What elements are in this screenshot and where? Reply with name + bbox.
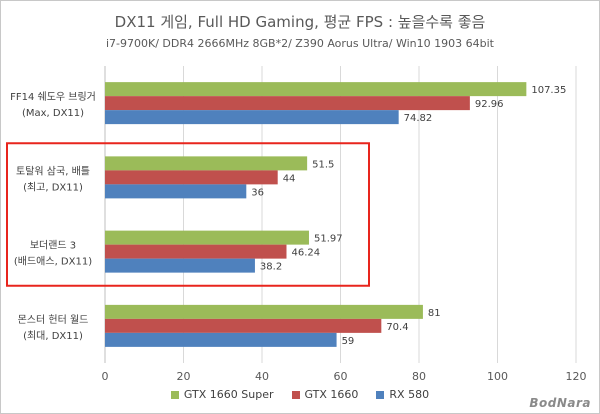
bar: [105, 96, 470, 111]
x-tick-label: 20: [177, 370, 191, 383]
category-sublabel: (최대, DX11): [23, 330, 83, 342]
category-sublabel: (최고, DX11): [23, 181, 83, 193]
bar: [105, 170, 278, 185]
legend-item-gtx1660super: GTX 1660 Super: [170, 388, 274, 401]
bar-value-label: 70.4: [386, 322, 408, 333]
bar: [105, 332, 337, 347]
bar: [105, 258, 255, 273]
bar-value-label: 51.5: [312, 159, 334, 170]
legend-swatch: [291, 390, 300, 399]
bar-value-label: 44: [283, 173, 296, 184]
legend-label: RX 580: [389, 388, 430, 401]
bar-value-label: 59: [342, 336, 355, 347]
bar: [105, 318, 382, 333]
chart-title: DX11 게임, Full HD Gaming, 평균 FPS : 높을수록 좋…: [114, 13, 486, 31]
category-sublabel: (배드애스, DX11): [14, 256, 92, 268]
bar: [105, 184, 247, 199]
legend-swatch: [376, 390, 385, 399]
bar-value-label: 46.24: [291, 248, 320, 259]
category-label: FF14 쉐도우 브링거: [10, 91, 96, 103]
legend: GTX 1660 Super GTX 1660 RX 580: [1, 388, 599, 401]
legend-label: GTX 1660 Super: [183, 388, 274, 401]
x-tick-label: 60: [334, 370, 348, 383]
bar-value-label: 36: [251, 187, 264, 198]
bar-value-label: 81: [428, 308, 441, 319]
x-tick-label: 100: [487, 370, 508, 383]
legend-item-gtx1660: GTX 1660: [291, 388, 359, 401]
bar: [105, 304, 423, 319]
chart-subtitle: i7-9700K/ DDR4 2666MHz 8GB*2/ Z390 Aorus…: [105, 37, 494, 50]
bar-value-label: 51.97: [314, 234, 343, 245]
bar-value-label: 92.96: [475, 99, 504, 110]
highlight-box: [6, 142, 370, 287]
bar: [105, 82, 527, 97]
category-sublabel: (Max, DX11): [22, 108, 84, 119]
legend-item-rx580: RX 580: [376, 388, 429, 401]
x-tick-label: 120: [566, 370, 587, 383]
bar: [105, 156, 308, 171]
category-label: 보더랜드 3: [30, 240, 76, 252]
category-label: 몬스터 헌터 월드: [18, 314, 89, 326]
x-tick-label: 40: [255, 370, 269, 383]
bar-value-label: 74.82: [404, 113, 433, 124]
bar-value-label: 107.35: [531, 85, 566, 96]
bar: [105, 110, 399, 125]
bar: [105, 230, 309, 245]
bar: [105, 244, 287, 259]
bodnara-logo: BodNara: [529, 396, 591, 410]
bar-value-label: 38.2: [260, 262, 282, 273]
category-label: 토탈워 삼국, 배틀: [16, 164, 90, 177]
x-tick-label: 0: [102, 370, 109, 383]
legend-label: GTX 1660: [304, 388, 359, 401]
legend-swatch: [170, 390, 179, 399]
x-tick-label: 80: [412, 370, 426, 383]
